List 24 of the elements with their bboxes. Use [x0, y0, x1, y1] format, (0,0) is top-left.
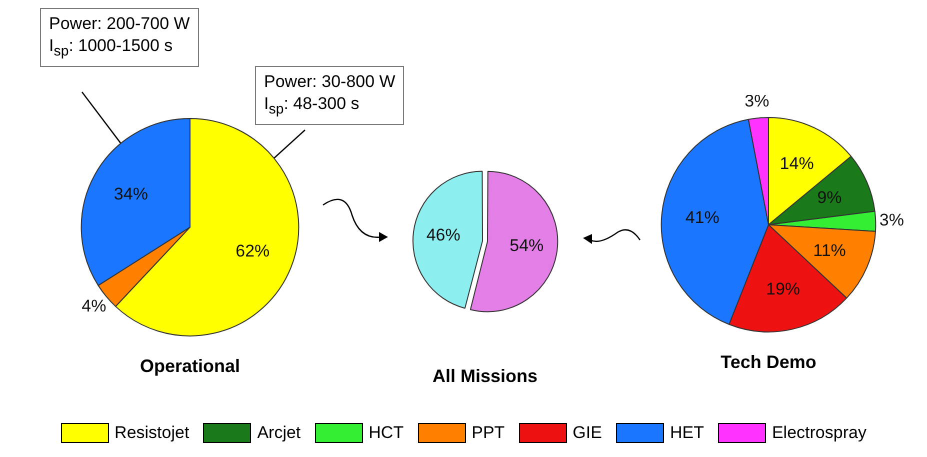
- data-label: 46%: [426, 226, 460, 245]
- text: Operational: [140, 356, 240, 376]
- legend-label: HCT: [368, 423, 404, 443]
- text: All Missions: [432, 366, 538, 386]
- text: Power: 200-700 W I$_{sp}$: 1000-1500 s: [40, 8, 199, 68]
- legend-label: GIE: [572, 423, 602, 443]
- text: Power: 30-800 W I$_{sp}$: 48-300 s: [255, 66, 404, 126]
- data-label: 9%: [817, 188, 842, 207]
- data-label: 14%: [780, 154, 814, 174]
- data-label: 3%: [744, 92, 770, 111]
- data-label: 19%: [766, 279, 800, 298]
- data-label: 11%: [813, 240, 846, 260]
- data-label: 54%: [510, 236, 544, 256]
- data-label: 41%: [685, 208, 720, 228]
- legend-label: Resistojet: [114, 423, 190, 443]
- legend-label: HET: [670, 423, 704, 443]
- text: Tech Demo: [720, 352, 816, 372]
- legend-label: PPT: [472, 423, 505, 443]
- legend-label: Arcjet: [257, 423, 301, 443]
- data-label: 34%: [114, 184, 148, 204]
- data-label: 62%: [236, 242, 270, 261]
- legend-label: Electrospray: [772, 423, 866, 443]
- data-label: 4%: [82, 296, 106, 316]
- data-label: 3%: [879, 210, 904, 230]
